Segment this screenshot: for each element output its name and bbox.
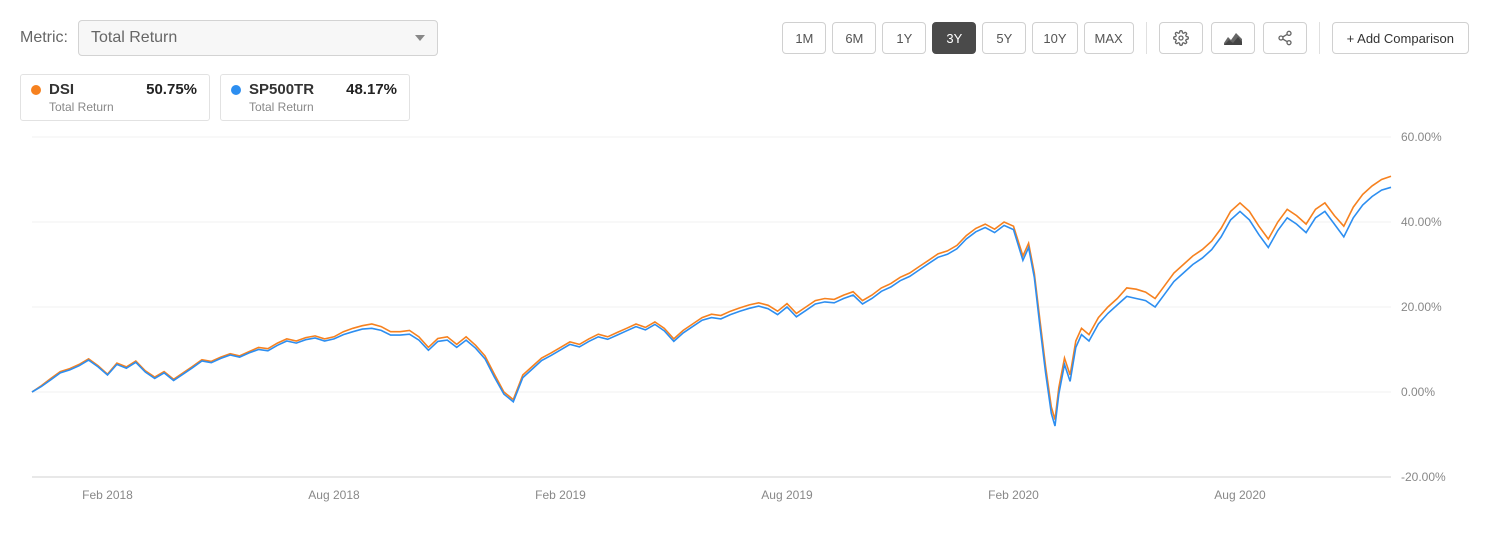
add-comparison-button[interactable]: + Add Comparison bbox=[1332, 22, 1469, 54]
svg-text:Aug 2019: Aug 2019 bbox=[761, 488, 813, 502]
svg-text:Aug 2018: Aug 2018 bbox=[308, 488, 360, 502]
chart-container: -20.00% 0.00% 20.00% 40.00% 60.00% Feb 2018 Au… bbox=[20, 127, 1469, 517]
right-controls: 1M6M1Y3Y5Y10YMAX + Add Comparison bbox=[782, 22, 1469, 54]
range-max[interactable]: MAX bbox=[1084, 22, 1134, 54]
range-group: 1M6M1Y3Y5Y10YMAX bbox=[782, 22, 1133, 54]
range-5y[interactable]: 5Y bbox=[982, 22, 1026, 54]
top-controls: Metric: Total Return 1M6M1Y3Y5Y10YMAX + … bbox=[20, 20, 1469, 56]
return-chart[interactable]: -20.00% 0.00% 20.00% 40.00% 60.00% Feb 2018 Au… bbox=[20, 127, 1469, 517]
gear-icon bbox=[1173, 30, 1189, 46]
legend-dot-icon bbox=[231, 85, 241, 95]
range-10y[interactable]: 10Y bbox=[1032, 22, 1077, 54]
svg-text:Feb 2020: Feb 2020 bbox=[988, 488, 1039, 502]
legend-card-sp500tr[interactable]: SP500TR 48.17% Total Return bbox=[220, 74, 410, 121]
chevron-down-icon bbox=[415, 35, 425, 41]
range-1m[interactable]: 1M bbox=[782, 22, 826, 54]
range-6m[interactable]: 6M bbox=[832, 22, 876, 54]
svg-text:40.00%: 40.00% bbox=[1401, 215, 1442, 229]
metric-controls: Metric: Total Return bbox=[20, 20, 438, 56]
legend-sub: Total Return bbox=[249, 100, 397, 114]
svg-text:-20.00%: -20.00% bbox=[1401, 470, 1446, 484]
svg-text:0.00%: 0.00% bbox=[1401, 385, 1435, 399]
range-1y[interactable]: 1Y bbox=[882, 22, 926, 54]
svg-text:Aug 2020: Aug 2020 bbox=[1214, 488, 1266, 502]
legend-value: 48.17% bbox=[346, 81, 397, 98]
svg-text:20.00%: 20.00% bbox=[1401, 300, 1442, 314]
svg-text:Feb 2019: Feb 2019 bbox=[535, 488, 586, 502]
area-chart-icon bbox=[1224, 31, 1242, 45]
share-button[interactable] bbox=[1263, 22, 1307, 54]
svg-text:Feb 2018: Feb 2018 bbox=[82, 488, 133, 502]
metric-dropdown[interactable]: Total Return bbox=[78, 20, 438, 56]
legend-dot-icon bbox=[31, 85, 41, 95]
range-3y[interactable]: 3Y bbox=[932, 22, 976, 54]
separator bbox=[1146, 22, 1147, 54]
series-dsi bbox=[32, 176, 1391, 419]
legend-card-dsi[interactable]: DSI 50.75% Total Return bbox=[20, 74, 210, 121]
legend-symbol: DSI bbox=[49, 81, 74, 98]
legend-symbol: SP500TR bbox=[249, 81, 314, 98]
add-comparison-label: + Add Comparison bbox=[1347, 31, 1454, 46]
share-icon bbox=[1277, 30, 1293, 46]
chart-type-button[interactable] bbox=[1211, 22, 1255, 54]
metric-value: Total Return bbox=[91, 29, 177, 47]
legend-row: DSI 50.75% Total Return SP500TR 48.17% Total … bbox=[20, 74, 1469, 121]
legend-sub: Total Return bbox=[49, 100, 197, 114]
metric-label: Metric: bbox=[20, 29, 68, 47]
separator bbox=[1319, 22, 1320, 54]
settings-button[interactable] bbox=[1159, 22, 1203, 54]
legend-value: 50.75% bbox=[146, 81, 197, 98]
svg-text:60.00%: 60.00% bbox=[1401, 130, 1442, 144]
